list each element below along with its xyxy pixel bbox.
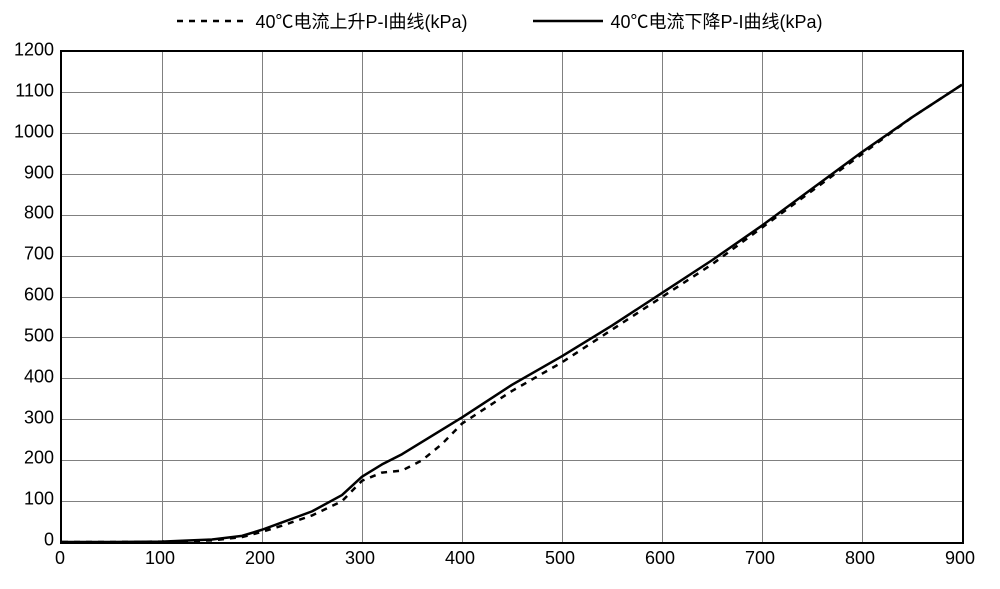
y-tick-label: 200 [4, 448, 54, 469]
chart-legend: 40℃电流上升P-I曲线(kPa) 40℃电流下降P-I曲线(kPa) [0, 8, 1000, 36]
x-tick-label: 600 [645, 548, 675, 569]
legend-label-rising: 40℃电流上升P-I曲线(kPa) [255, 8, 467, 34]
legend-item-falling: 40℃电流下降P-I曲线(kPa) [533, 8, 823, 34]
legend-item-rising: 40℃电流上升P-I曲线(kPa) [177, 8, 467, 34]
x-tick-label: 800 [845, 548, 875, 569]
y-tick-label: 700 [4, 244, 54, 265]
x-tick-label: 500 [545, 548, 575, 569]
x-tick-label: 0 [55, 548, 65, 569]
legend-swatch-rising [177, 11, 247, 31]
plot-area [60, 50, 964, 544]
y-tick-label: 500 [4, 325, 54, 346]
y-tick-label: 1200 [4, 40, 54, 61]
x-tick-label: 700 [745, 548, 775, 569]
y-tick-label: 800 [4, 203, 54, 224]
x-tick-label: 300 [345, 548, 375, 569]
legend-swatch-falling [533, 11, 603, 31]
y-tick-label: 0 [4, 530, 54, 551]
series-line-rising [62, 85, 962, 542]
y-tick-label: 600 [4, 285, 54, 306]
series-layer [62, 52, 962, 542]
y-tick-label: 1000 [4, 121, 54, 142]
x-tick-label: 400 [445, 548, 475, 569]
y-tick-label: 400 [4, 366, 54, 387]
x-tick-label: 100 [145, 548, 175, 569]
x-tick-label: 900 [945, 548, 975, 569]
x-tick-label: 200 [245, 548, 275, 569]
series-line-falling [62, 85, 962, 542]
legend-label-falling: 40℃电流下降P-I曲线(kPa) [611, 8, 823, 34]
y-tick-label: 900 [4, 162, 54, 183]
y-tick-label: 300 [4, 407, 54, 428]
y-tick-label: 1100 [4, 80, 54, 101]
y-tick-label: 100 [4, 489, 54, 510]
